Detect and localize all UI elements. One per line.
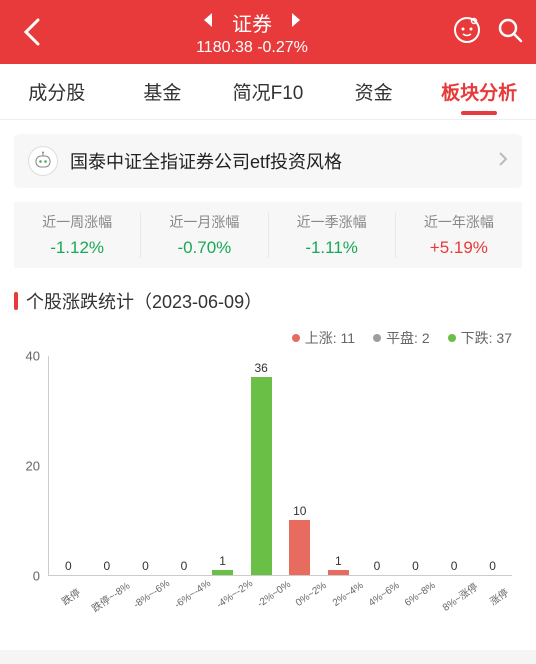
distribution-chart: 02040 0 0 0 0 1 36 10 1 0 0 0 0 跌停跌停~-8%…	[14, 356, 522, 636]
y-tick: 20	[26, 459, 40, 474]
back-icon[interactable]	[12, 18, 52, 46]
app-header: 证券 1180.38 -0.27%	[0, 0, 536, 64]
bar	[328, 570, 349, 576]
prev-icon[interactable]	[202, 12, 214, 33]
bar-slot-3: 0	[165, 356, 204, 575]
tab-4[interactable]: 板块分析	[426, 64, 532, 119]
bar-slot-10: 0	[435, 356, 474, 575]
bar-slot-6: 10	[280, 356, 319, 575]
legend-up: 上涨: 11	[292, 328, 355, 348]
bar-value: 0	[142, 559, 149, 573]
bar-value: 0	[181, 559, 188, 573]
plot-area: 0 0 0 0 1 36 10 1 0 0 0 0	[48, 356, 512, 576]
change-value: -0.27%	[257, 39, 308, 56]
bar-value: 10	[293, 504, 306, 518]
legend-flat: 平盘: 2	[373, 328, 430, 348]
title-area: 证券 1180.38 -0.27%	[52, 8, 452, 57]
bar-value: 0	[104, 559, 111, 573]
bar-slot-5: 36	[242, 356, 281, 575]
bar-value: 1	[219, 554, 226, 568]
bar-slot-1: 0	[88, 356, 127, 575]
period-stat-2[interactable]: 近一季涨幅 -1.11%	[269, 212, 396, 258]
x-label-5: -2%~0%	[256, 579, 296, 613]
period-stat-1[interactable]: 近一月涨幅 -0.70%	[141, 212, 268, 258]
tab-3[interactable]: 资金	[321, 64, 427, 119]
period-stat-0[interactable]: 近一周涨幅 -1.12%	[14, 212, 141, 258]
bot-icon	[28, 146, 58, 176]
y-axis: 02040	[14, 356, 44, 576]
bar-slot-8: 0	[358, 356, 397, 575]
bar-slot-11: 0	[473, 356, 512, 575]
next-icon[interactable]	[290, 12, 302, 33]
x-axis-labels: 跌停跌停~-8%-8%~-6%-6%~-4%-4%~-2%-2%~0%0%~2%…	[48, 580, 512, 605]
stat-label: 近一季涨幅	[269, 212, 395, 232]
x-label-11: 涨停	[479, 580, 517, 613]
tab-bar: 成分股基金简况F10资金板块分析	[0, 64, 536, 120]
header-subtitle: 1180.38 -0.27%	[196, 39, 308, 57]
notice-banner[interactable]: 国泰中证全指证券公司etf投资风格	[14, 134, 522, 188]
chevron-right-icon	[498, 151, 508, 172]
period-stat-3[interactable]: 近一年涨幅 +5.19%	[396, 212, 522, 258]
bar-value: 1	[335, 554, 342, 568]
x-label-3: -6%~-4%	[173, 578, 216, 614]
bar-slot-9: 0	[396, 356, 435, 575]
stat-value: -0.70%	[141, 238, 267, 258]
bar-value: 0	[451, 559, 458, 573]
x-label-0: 跌停	[51, 580, 89, 613]
page-title: 证券	[232, 8, 272, 37]
section-title: 个股涨跌统计（2023-06-09）	[14, 288, 522, 314]
bar-slot-7: 1	[319, 356, 358, 575]
bar-value: 0	[65, 559, 72, 573]
bar-slot-2: 0	[126, 356, 165, 575]
y-tick: 40	[26, 349, 40, 364]
price-value: 1180.38	[196, 39, 253, 56]
stat-label: 近一周涨幅	[14, 212, 140, 232]
tab-0[interactable]: 成分股	[4, 64, 110, 119]
notice-text: 国泰中证全指证券公司etf投资风格	[70, 148, 486, 174]
section-title-text: 个股涨跌统计（2023-06-09）	[26, 288, 262, 314]
bar	[251, 377, 272, 575]
bar-slot-0: 0	[49, 356, 88, 575]
tab-2[interactable]: 简况F10	[215, 64, 321, 119]
stat-label: 近一月涨幅	[141, 212, 267, 232]
x-label-7: 2%~4%	[330, 580, 368, 613]
stat-value: -1.11%	[269, 238, 395, 258]
x-label-6: 0%~2%	[294, 580, 332, 613]
x-label-4: -4%~-2%	[214, 578, 257, 614]
x-label-2: -8%~-6%	[132, 578, 175, 614]
x-label-8: 4%~6%	[366, 580, 404, 613]
bar-slot-4: 1	[203, 356, 242, 575]
bar	[289, 520, 310, 575]
bar	[212, 570, 233, 576]
x-label-9: 6%~8%	[402, 580, 440, 613]
chart-legend: 上涨: 11 平盘: 2 下跌: 37	[14, 328, 522, 356]
bar-value: 36	[255, 361, 268, 375]
period-stats: 近一周涨幅 -1.12%近一月涨幅 -0.70%近一季涨幅 -1.11%近一年涨…	[14, 202, 522, 268]
tab-1[interactable]: 基金	[110, 64, 216, 119]
stat-value: +5.19%	[396, 238, 522, 258]
bar-value: 0	[412, 559, 419, 573]
x-label-10: 8%~涨停	[439, 578, 481, 613]
stat-label: 近一年涨幅	[396, 212, 522, 232]
search-icon[interactable]	[496, 16, 524, 49]
stat-value: -1.12%	[14, 238, 140, 258]
bar-value: 0	[374, 559, 381, 573]
x-label-1: 跌停~-8%	[88, 577, 132, 614]
y-tick: 0	[33, 569, 40, 584]
bar-value: 0	[489, 559, 496, 573]
assistant-icon[interactable]	[452, 15, 482, 50]
legend-down: 下跌: 37	[448, 328, 512, 348]
